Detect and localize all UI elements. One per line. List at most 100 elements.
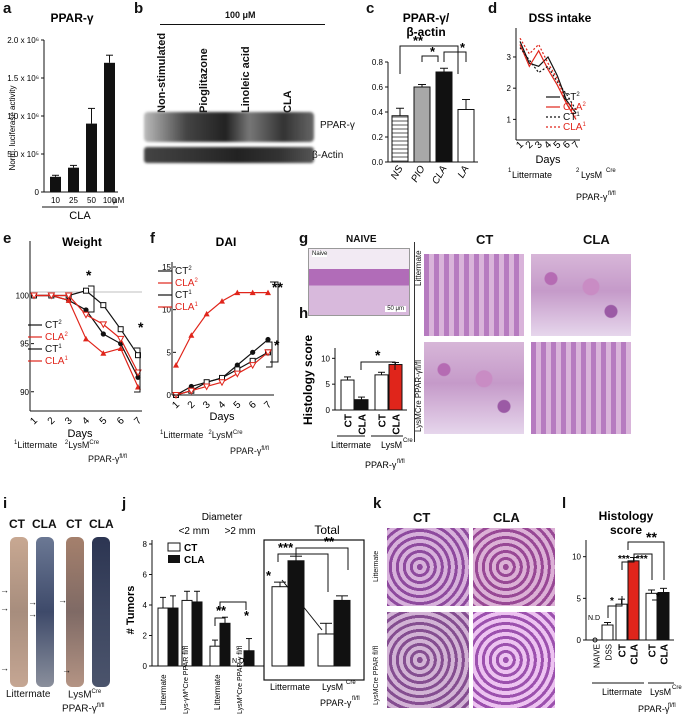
chart-d-legend-2: CT1 bbox=[563, 112, 580, 123]
blot-col-3: CLA bbox=[282, 90, 294, 113]
chart-f-legend-3: CLA1 bbox=[175, 302, 198, 313]
chart-e-point-3-5 bbox=[116, 335, 125, 343]
chart-d-foot3-sup: fl/fl bbox=[608, 191, 616, 197]
chart-f-point-3-2 bbox=[202, 383, 211, 391]
chart-e-point-1-4 bbox=[100, 350, 107, 356]
f-foot: 1Littermate 2LysMCre bbox=[160, 430, 243, 440]
k-img-lysm-cla bbox=[473, 612, 555, 708]
chart-e-point-2-5 bbox=[117, 326, 124, 333]
chart-e-legend-0: CT2 bbox=[45, 320, 62, 331]
chart-j-sig-3: *** bbox=[278, 540, 294, 555]
chart-e-point-3-2 bbox=[64, 292, 73, 300]
chart-e-sig-0: * bbox=[86, 267, 92, 283]
i-group2-sup: Cre bbox=[91, 689, 102, 695]
chart-j-total-x2-sup: Cre bbox=[346, 680, 356, 686]
k-row-lysm: LysMCre PPAR fl/fl bbox=[373, 645, 380, 705]
chart-e-xtick-3: 4 bbox=[80, 415, 92, 427]
chart-d-series-3 bbox=[519, 37, 577, 117]
chart-l-xtick-3: CLA bbox=[630, 644, 641, 665]
chart-l-xtick-5: CLA bbox=[660, 644, 671, 665]
panel-label-f: f bbox=[150, 230, 155, 247]
chart-h-sig: * bbox=[375, 347, 381, 363]
g-row-lysm: LysMCre PPAR-γfl/fl bbox=[414, 359, 423, 432]
chart-a-ylabel: Norm. luciferase activity bbox=[8, 86, 17, 171]
chart-f-point-1-5 bbox=[249, 289, 256, 296]
k-col-cla: CLA bbox=[493, 510, 520, 525]
chart-h-bar-3 bbox=[388, 364, 403, 411]
chart-h-xtick-0: CT bbox=[344, 414, 355, 427]
chart-f-point-1-4 bbox=[234, 289, 241, 296]
chart-e-point-1-5 bbox=[117, 345, 124, 351]
chart-d-legend-sup-3: 1 bbox=[582, 122, 586, 128]
blot-col-0: Non-stimulated bbox=[156, 32, 168, 113]
chart-l-sig-3: ** bbox=[646, 529, 657, 545]
e-foot: 1Littermate 2LysMCre bbox=[14, 440, 99, 450]
chart-j-total-x2: LysM bbox=[322, 682, 343, 692]
i-group3: PPAR-γfl/fl bbox=[62, 703, 105, 714]
chart-e-point-1-2 bbox=[65, 297, 72, 303]
chart-d-foot2-pre: 2 bbox=[576, 168, 580, 174]
chart-f-point-3-6 bbox=[264, 349, 272, 357]
chart-c: PPAR-γ/ β-actin 0.0 0.2 0.4 0.6 0.8 NS PIO CLA… bbox=[372, 11, 478, 186]
g-img-litter-cla bbox=[531, 254, 631, 336]
e-foot2-pre: 2 bbox=[64, 440, 69, 446]
chart-e-title: Weight bbox=[62, 235, 102, 249]
chart-h-group2: LysM bbox=[381, 440, 402, 450]
g-scale: 50 μm bbox=[385, 306, 406, 312]
chart-a-xlabel: CLA bbox=[69, 210, 91, 220]
panel-label-e: e bbox=[3, 230, 12, 247]
chart-j-head4: Total bbox=[314, 523, 339, 537]
chart-h-ytick-2: 10 bbox=[321, 354, 330, 363]
i-arrow-2: → bbox=[0, 603, 9, 613]
chart-j-bar-CT-4 bbox=[271, 586, 289, 667]
i-col-ct2: CT bbox=[66, 517, 82, 531]
chart-j-head1: Diameter bbox=[202, 512, 243, 523]
chart-j-sig-2: * bbox=[266, 568, 272, 583]
chart-e-xtick-6: 7 bbox=[132, 415, 144, 427]
chart-e-legend-sup-0: 2 bbox=[58, 320, 62, 326]
chart-d-ytick-0: 1 bbox=[507, 115, 512, 124]
chart-l-sig-4: * bbox=[656, 592, 660, 603]
chart-l-bar-1 bbox=[601, 624, 614, 641]
chart-h-group2-sup: Cre bbox=[403, 438, 413, 444]
chart-c-ytick-1: 0.2 bbox=[372, 133, 384, 142]
chart-f-point-0-5 bbox=[250, 349, 256, 355]
chart-j-legend-ct-swatch bbox=[167, 542, 181, 552]
chart-a-xtick-2: 50 bbox=[87, 196, 96, 205]
chart-e-point-3-0 bbox=[30, 292, 38, 300]
chart-f-point-1-2 bbox=[203, 310, 210, 317]
chart-f-point-3-3 bbox=[218, 379, 226, 387]
chart-d-foot1: Littermate bbox=[512, 170, 552, 180]
chart-e-point-0-3 bbox=[83, 307, 89, 313]
i-col-ct1: CT bbox=[9, 517, 25, 531]
chart-f-xtick-0: 1 bbox=[170, 399, 182, 411]
chart-h-group1: Littermate bbox=[331, 440, 371, 450]
chart-c-xtick-0: NS bbox=[389, 164, 406, 182]
chart-f-xtick-2: 3 bbox=[201, 399, 213, 411]
chart-l-xtick-4: CT bbox=[648, 644, 659, 657]
chart-h-bar-2 bbox=[374, 374, 389, 411]
chart-c-sig-2: * bbox=[460, 40, 466, 55]
chart-j-x3: Littermate bbox=[213, 674, 222, 710]
chart-j-sig-0: ** bbox=[216, 603, 227, 618]
g-row-littermate: Littermate bbox=[414, 250, 423, 286]
chart-d-xtick-6: 7 bbox=[570, 139, 582, 151]
panel-label-g: g bbox=[299, 230, 309, 247]
chart-h-xtick-1: CLA bbox=[358, 414, 369, 435]
chart-j-total-x3: PPAR-γ bbox=[320, 698, 352, 708]
chart-j-ytick-3: 6 bbox=[143, 571, 148, 580]
chart-j-head3: >2 mm bbox=[225, 526, 256, 537]
chart-j-ytick-4: 8 bbox=[143, 540, 148, 549]
chart-j-bar-CT-0 bbox=[157, 607, 169, 667]
i-group3-text: PPAR-γ bbox=[62, 703, 97, 715]
blot-col-1: Pioglitazone bbox=[198, 48, 210, 113]
chart-h-bar-0 bbox=[340, 379, 355, 411]
i-arrow-4: → bbox=[28, 609, 37, 619]
chart-l-group2-sup: Cre bbox=[672, 685, 682, 691]
chart-e-point-3-3 bbox=[82, 311, 90, 319]
chart-f-point-3-1 bbox=[187, 387, 196, 395]
chart-a-xtick-3: 100 bbox=[103, 196, 117, 205]
chart-j-bar-CLA-5 bbox=[333, 599, 351, 667]
chart-d-foot2-sup: Cre bbox=[606, 168, 616, 174]
panel-label-k: k bbox=[373, 495, 382, 512]
